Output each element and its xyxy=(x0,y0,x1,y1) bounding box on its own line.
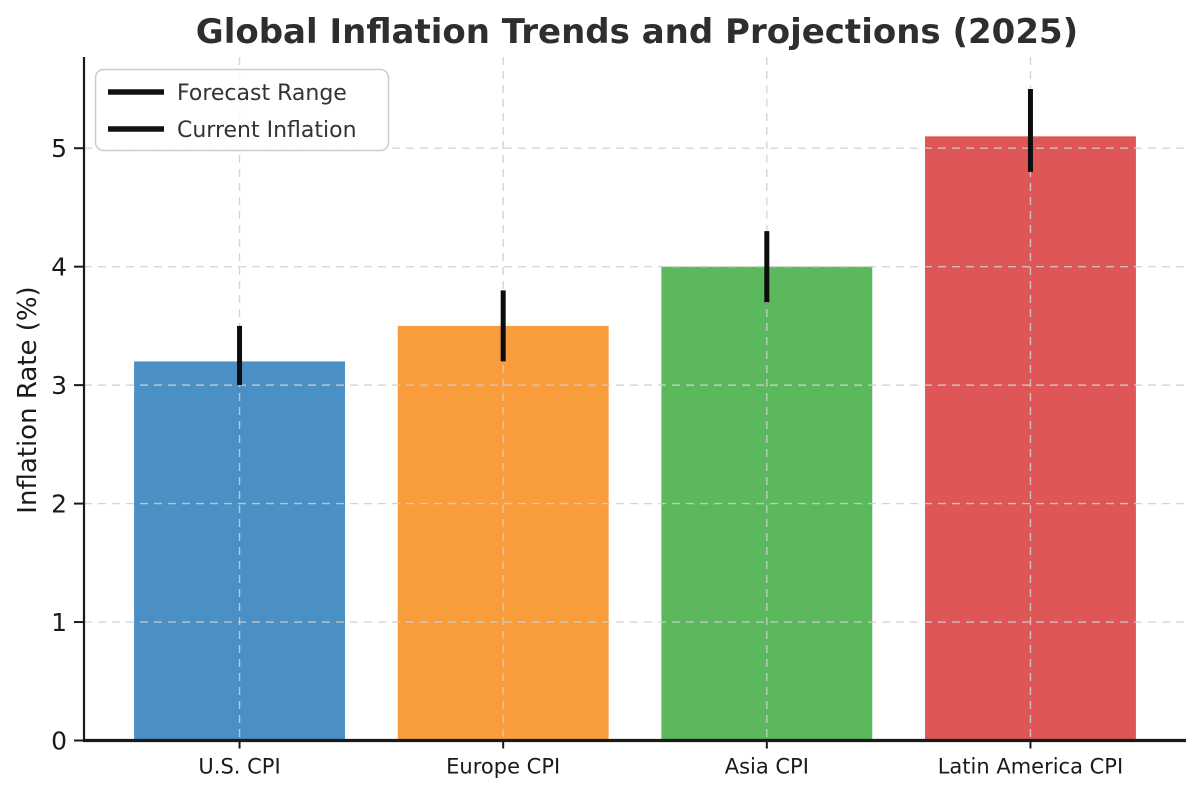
y-axis-label: Inflation Rate (%) xyxy=(13,286,43,513)
chart-title: Global Inflation Trends and Projections … xyxy=(196,12,1078,52)
legend: Forecast Range Current Inflation xyxy=(94,68,390,152)
legend-label-current-inflation: Current Inflation xyxy=(177,118,357,143)
y-tick-label: 1 xyxy=(51,608,67,637)
y-tick-label: 2 xyxy=(51,490,67,519)
plot-area: 0 1 2 3 4 5 U.S. CPI Europe CPI Asia CPI Latin Am… xyxy=(51,57,1186,779)
legend-label-forecast-range: Forecast Range xyxy=(177,81,347,106)
y-tick-label: 5 xyxy=(51,134,67,163)
x-tick-label: Asia CPI xyxy=(725,755,809,779)
y-tick-label: 4 xyxy=(51,253,67,282)
x-tick-label: Latin America CPI xyxy=(938,755,1123,779)
legend-box xyxy=(94,68,390,152)
x-tick-label: U.S. CPI xyxy=(198,755,280,779)
y-tick-label: 3 xyxy=(51,371,67,400)
x-tick-label: Europe CPI xyxy=(446,755,560,779)
y-tick-label: 0 xyxy=(51,727,67,756)
